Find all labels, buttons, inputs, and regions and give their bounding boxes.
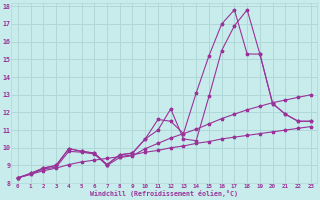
- X-axis label: Windchill (Refroidissement éolien,°C): Windchill (Refroidissement éolien,°C): [90, 190, 238, 197]
